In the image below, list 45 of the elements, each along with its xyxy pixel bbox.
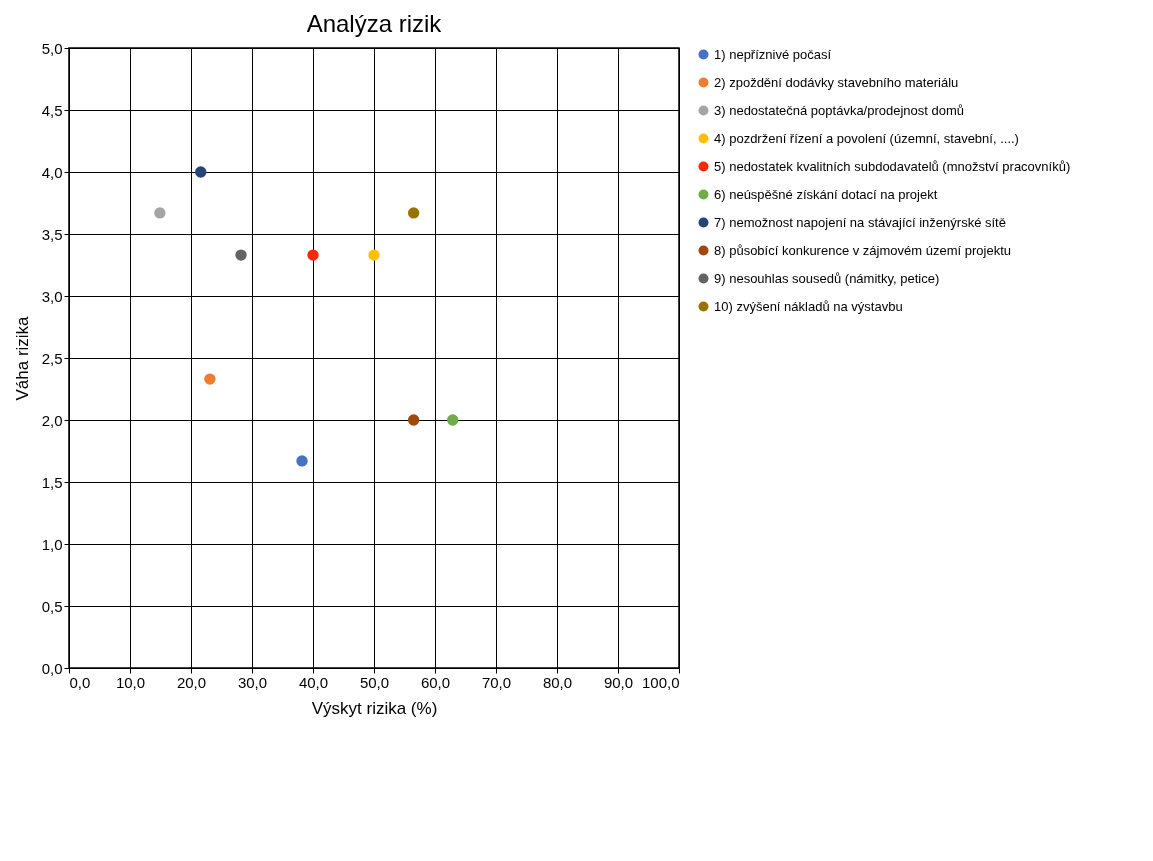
x-tick-label: 20,0	[176, 673, 207, 691]
y-tick-label: 4,5	[41, 101, 63, 119]
y-tick-label: 1,0	[41, 535, 63, 553]
point	[407, 414, 420, 426]
y-tick-label: 2,5	[41, 349, 63, 367]
x-tick-label: 10,0	[115, 673, 146, 691]
x-tick-label: 30,0	[237, 673, 268, 691]
point	[446, 414, 459, 426]
legend-label: 4) pozdržení řízení a povolení (územní, stavební, ....)	[714, 130, 1019, 146]
y-tick-label: 5,0	[41, 39, 63, 57]
legend-label: 6) neúspěšné získání dotací na projekt	[714, 186, 938, 202]
x-tick-label: 60,0	[420, 673, 451, 691]
y-tick-label: 0,5	[41, 597, 63, 615]
y-tick-label: 1,5	[41, 473, 63, 491]
x-tick-label: 100,0	[641, 673, 680, 691]
x-axis-title: Výskyt rizika (%)	[311, 698, 438, 718]
x-tick-label: 90,0	[603, 673, 634, 691]
x-tick-label: 70,0	[481, 673, 512, 691]
point	[204, 373, 216, 385]
y-tick-label: 2,0	[41, 411, 63, 429]
y-tick-label: 3,0	[41, 287, 63, 305]
legend-label: 5) nedostatek kvalitních subdodavatelů (množství pracovníků)	[714, 158, 1071, 174]
y-axis-title: Váha rizika	[12, 315, 32, 401]
legend-label: 1) nepříznivé počasí	[714, 46, 832, 62]
x-tick-label: 0,0	[69, 673, 91, 691]
x-tick-label: 80,0	[542, 673, 573, 691]
legend-label: 2) zpoždění dodávky stavebního materiálu	[714, 74, 959, 90]
y-tick-label: 0,0	[41, 659, 63, 677]
legend-label: 7) nemožnost napojení na stávající inženýrské sítě	[714, 214, 1006, 230]
point	[154, 207, 166, 219]
point	[407, 207, 420, 219]
x-tick-label: 40,0	[298, 673, 329, 691]
point	[296, 455, 308, 467]
legend-label: 3) nedostatečná poptávka/prodejnost domů	[714, 102, 965, 118]
point	[368, 249, 380, 261]
y-tick-label: 3,5	[41, 225, 63, 243]
y-tick-label: 4,0	[41, 163, 63, 181]
chart-title: Analýza rizik	[306, 10, 443, 37]
legend-label: 10) zvýšení nákladů na výstavbu	[714, 298, 903, 314]
legend-label: 8) působící konkurence v zájmovém území projektu	[714, 242, 1011, 258]
legend-label: 9) nesouhlas sousedů (námitky, petice)	[714, 270, 940, 286]
point	[235, 249, 247, 261]
x-tick-label: 50,0	[359, 673, 390, 691]
point	[195, 166, 207, 178]
point	[307, 249, 319, 261]
